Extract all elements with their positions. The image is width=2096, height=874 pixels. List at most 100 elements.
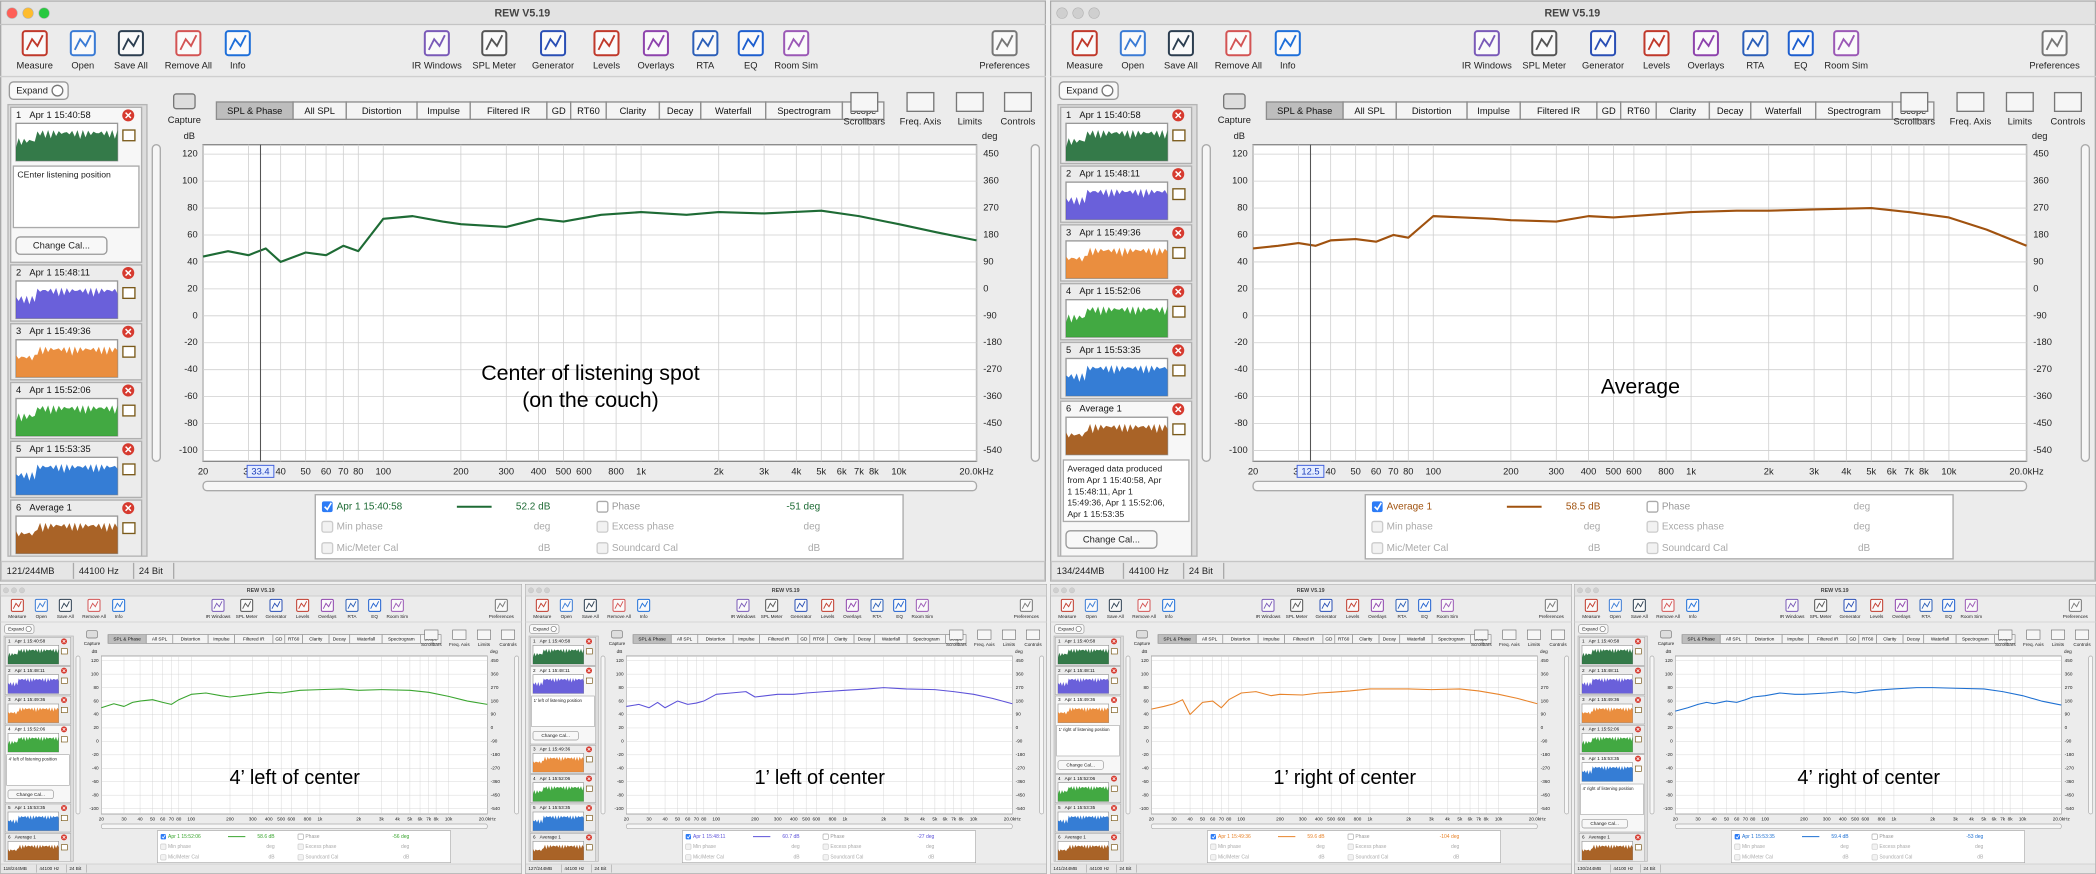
entry-icon[interactable]: [1111, 785, 1118, 792]
toolbar-label[interactable]: Room Sim: [1436, 614, 1458, 619]
view-control-label[interactable]: Limits: [2052, 642, 2065, 647]
view-control-label[interactable]: Freq. Axis: [449, 642, 470, 647]
toolbar-label[interactable]: Info: [230, 60, 246, 70]
window-button[interactable]: [1072, 7, 1084, 19]
tab-label[interactable]: Decay: [1907, 637, 1921, 642]
view-control-icon[interactable]: [2075, 629, 2089, 640]
toolbar-label[interactable]: SPL Meter: [1522, 60, 1566, 70]
tab-label[interactable]: Distortion: [362, 106, 401, 116]
view-control-label[interactable]: Freq. Axis: [900, 116, 942, 126]
expand-label[interactable]: Expand: [533, 627, 549, 632]
window-button[interactable]: [1053, 587, 1059, 594]
tab-label[interactable]: Distortion: [1755, 637, 1775, 642]
view-control-label[interactable]: Limits: [958, 116, 983, 126]
toolbar-label[interactable]: Levels: [296, 614, 310, 619]
toolbar-label[interactable]: SPL Meter: [761, 614, 783, 619]
toolbar-label[interactable]: Save All: [582, 614, 599, 619]
tab-label[interactable]: Filtered IR: [1293, 637, 1315, 642]
toolbar-label[interactable]: Remove All: [82, 614, 106, 619]
entry-icon[interactable]: [1172, 246, 1186, 259]
capture-label[interactable]: Capture: [84, 641, 101, 646]
toolbar-label[interactable]: Measure: [1067, 60, 1103, 70]
capture-label[interactable]: Capture: [168, 115, 201, 125]
tab-label[interactable]: Filtered IR: [1537, 106, 1580, 116]
tab-label[interactable]: Clarity: [834, 637, 848, 642]
view-control-icon[interactable]: [1527, 629, 1541, 640]
tab-label[interactable]: Spectrogram: [913, 637, 940, 642]
toolbar-label[interactable]: Measure: [8, 614, 27, 619]
view-control-label[interactable]: Limits: [478, 642, 491, 647]
capture-icon[interactable]: [1222, 93, 1246, 110]
entry-icon[interactable]: [1635, 736, 1642, 743]
tab-label[interactable]: Decay: [858, 637, 872, 642]
toolbar-label[interactable]: Save All: [1631, 614, 1648, 619]
toolbar-label[interactable]: Generator: [1316, 614, 1337, 619]
toolbar-label[interactable]: RTA: [873, 614, 883, 619]
toolbar-label[interactable]: IR Windows: [1462, 60, 1512, 70]
view-control-label[interactable]: Scrollbars: [1471, 642, 1492, 647]
entry-icon[interactable]: [122, 345, 136, 358]
toolbar-label[interactable]: Remove All: [1132, 614, 1156, 619]
v-scrollbar[interactable]: [1039, 655, 1044, 815]
toolbar-label[interactable]: Overlays: [843, 614, 862, 619]
toolbar-label[interactable]: Info: [1689, 614, 1697, 619]
tab-label[interactable]: Decay: [1383, 637, 1397, 642]
toolbar-label[interactable]: Generator: [1840, 614, 1861, 619]
entry-icon[interactable]: [60, 815, 68, 821]
tab-label[interactable]: SPL & Phase: [1163, 637, 1191, 642]
entry-icon[interactable]: [60, 707, 68, 713]
view-control-icon[interactable]: [1502, 629, 1517, 640]
tab-label[interactable]: Impulse: [1477, 106, 1510, 116]
toolbar-label[interactable]: SPL Meter: [1286, 614, 1308, 619]
toolbar-label[interactable]: Remove All: [1656, 614, 1680, 619]
tab-label[interactable]: Filtered IR: [243, 637, 265, 642]
change-cal-label[interactable]: Change Cal...: [541, 733, 569, 738]
tab-label[interactable]: All SPL: [1726, 637, 1742, 642]
capture-icon[interactable]: [611, 630, 623, 639]
window-button[interactable]: [1056, 7, 1068, 19]
legend-checkbox[interactable]: [596, 500, 609, 513]
toolbar-label[interactable]: Levels: [1346, 614, 1360, 619]
view-control-label[interactable]: Limits: [2008, 116, 2033, 126]
view-control-label[interactable]: Limits: [1003, 642, 1016, 647]
tab-label[interactable]: Impulse: [738, 637, 755, 642]
toolbar-label[interactable]: RTA: [696, 60, 715, 70]
view-control-label[interactable]: Controls: [1001, 116, 1036, 126]
toolbar-label[interactable]: Measure: [533, 614, 552, 619]
view-control-icon[interactable]: [1900, 91, 1929, 112]
view-control-icon[interactable]: [1956, 91, 1985, 112]
v-scrollbar[interactable]: [1125, 655, 1131, 815]
toolbar-label[interactable]: RTA: [348, 614, 358, 619]
toolbar-label[interactable]: Overlays: [637, 60, 674, 70]
entry-icon[interactable]: [1111, 815, 1118, 821]
view-control-icon[interactable]: [2051, 629, 2065, 640]
toolbar-label[interactable]: Open: [36, 614, 48, 619]
view-control-icon[interactable]: [955, 91, 984, 112]
tab-label[interactable]: SPL & Phase: [1687, 637, 1715, 642]
toolbar-label[interactable]: Room Sim: [911, 614, 933, 619]
v-scrollbar[interactable]: [514, 655, 519, 815]
view-control-icon[interactable]: [1998, 629, 2013, 640]
tab-label[interactable]: Clarity: [1359, 637, 1373, 642]
change-cal-button[interactable]: [1581, 819, 1628, 829]
capture-label[interactable]: Capture: [1134, 641, 1151, 646]
entry-icon[interactable]: [1635, 707, 1642, 713]
expand-label[interactable]: Expand: [16, 86, 48, 96]
window-button[interactable]: [528, 587, 534, 594]
toolbar-label[interactable]: IR Windows: [1780, 614, 1806, 619]
window-button[interactable]: [1088, 7, 1100, 19]
tab-label[interactable]: RT60: [288, 637, 300, 642]
toolbar-label[interactable]: Preferences: [2029, 60, 2080, 70]
window-button[interactable]: [544, 587, 550, 594]
toolbar-label[interactable]: SPL Meter: [472, 60, 516, 70]
capture-icon[interactable]: [172, 93, 196, 110]
toolbar-label[interactable]: EQ: [1945, 614, 1952, 619]
toolbar-label[interactable]: Room Sim: [386, 614, 408, 619]
toolbar-label[interactable]: RTA: [1746, 60, 1765, 70]
tab-label[interactable]: Clarity: [1883, 637, 1897, 642]
tab-label[interactable]: Distortion: [181, 637, 201, 642]
h-scrollbar[interactable]: [100, 823, 488, 829]
tab-label[interactable]: Distortion: [1231, 637, 1251, 642]
tab-label[interactable]: Waterfall: [357, 637, 375, 642]
expand-label[interactable]: Expand: [1582, 627, 1598, 632]
